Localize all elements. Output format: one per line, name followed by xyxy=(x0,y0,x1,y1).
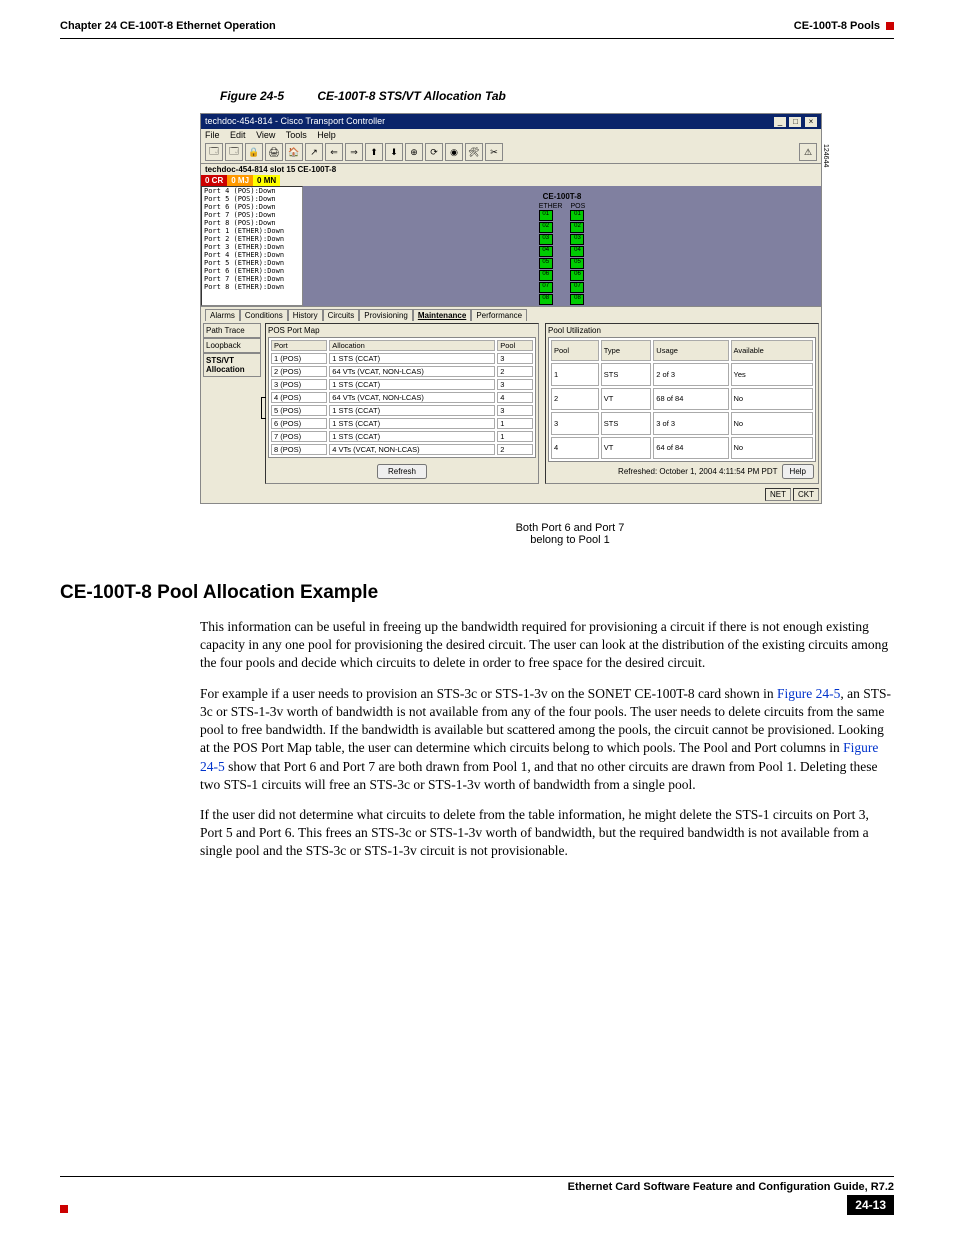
paragraph-1: This information can be useful in freein… xyxy=(200,618,894,673)
page-number: 24-13 xyxy=(847,1195,894,1215)
ether-port[interactable]: 03 xyxy=(539,234,553,245)
toolbar-btn[interactable]: ⟳ xyxy=(425,143,443,161)
toolbar-btn[interactable]: ◉ xyxy=(445,143,463,161)
ether-port[interactable]: 05 xyxy=(539,258,553,269)
table-row[interactable]: 5 (POS)1 STS (CCAT)3 xyxy=(271,405,533,416)
pos-port[interactable]: 04 xyxy=(570,246,584,257)
pos-port[interactable]: 08 xyxy=(570,294,584,305)
section-heading: CE-100T-8 Pool Allocation Example xyxy=(60,582,894,604)
toolbar-btn[interactable]: ⇐ xyxy=(325,143,343,161)
tab-conditions[interactable]: Conditions xyxy=(240,309,288,321)
breadcrumb: techdoc-454-814 slot 15 CE-100T-8 xyxy=(201,164,821,175)
tab-maintenance[interactable]: Maintenance xyxy=(413,309,471,321)
toolbar-btn[interactable]: 🗔 xyxy=(205,143,223,161)
tab-history[interactable]: History xyxy=(288,309,323,321)
pos-port[interactable]: 05 xyxy=(570,258,584,269)
toolbar-btn[interactable]: 🖨 xyxy=(265,143,283,161)
ether-port[interactable]: 06 xyxy=(539,270,553,281)
menu-view[interactable]: View xyxy=(256,130,275,140)
table-row[interactable]: 1STS2 of 3Yes xyxy=(551,363,813,385)
menu-tools[interactable]: Tools xyxy=(286,130,307,140)
refresh-timestamp: Refreshed: October 1, 2004 4:11:54 PM PD… xyxy=(618,467,778,476)
tab-provisioning[interactable]: Provisioning xyxy=(359,309,413,321)
ether-port[interactable]: 01 xyxy=(539,210,553,221)
paragraph-2: For example if a user needs to provision… xyxy=(200,685,894,794)
pos-port[interactable]: 03 xyxy=(570,234,584,245)
table-row[interactable]: 3STS3 of 3No xyxy=(551,412,813,434)
menu-edit[interactable]: Edit xyxy=(230,130,246,140)
toolbar-btn[interactable]: 🔒 xyxy=(245,143,263,161)
toolbar-btn[interactable]: ✂ xyxy=(485,143,503,161)
callout-bracket xyxy=(261,397,266,419)
toolbar-btn[interactable]: ⬇ xyxy=(385,143,403,161)
table-row[interactable]: 4 (POS)64 VTs (VCAT, NON-LCAS)4 xyxy=(271,392,533,403)
pos-port-map-table: Port Allocation Pool 1 (POS)1 STS (CCAT)… xyxy=(268,337,536,458)
maximize-button[interactable]: □ xyxy=(789,117,801,127)
pos-port-map-title: POS Port Map xyxy=(268,326,536,335)
pool-utilization-table: Pool Type Usage Available 1STS2 of 3Yes2… xyxy=(548,337,816,462)
figure-number: Figure 24-5 xyxy=(220,89,284,103)
chapter-title: Chapter 24 CE-100T-8 Ethernet Operation xyxy=(60,20,276,32)
toolbar-btn[interactable]: 🏠 xyxy=(285,143,303,161)
header-marker xyxy=(886,22,894,30)
menubar: File Edit View Tools Help xyxy=(201,129,821,141)
toolbar-btn[interactable]: 🛠 xyxy=(465,143,483,161)
port-list[interactable]: Port 4 (POS):Down Port 5 (POS):Down Port… xyxy=(201,186,303,306)
pool-utilization-title: Pool Utilization xyxy=(548,326,816,335)
ether-port[interactable]: 04 xyxy=(539,246,553,257)
toolbar: 🗔 🗔 🔒 🖨 🏠 ↗ ⇐ ⇒ ⬆ ⬇ ⊕ ⟳ ◉ 🛠 ✂ ⚠ xyxy=(201,141,821,164)
table-row[interactable]: 3 (POS)1 STS (CCAT)3 xyxy=(271,379,533,390)
tab-alarms[interactable]: Alarms xyxy=(205,309,240,321)
toolbar-btn[interactable]: 🗔 xyxy=(225,143,243,161)
subtab-sts-vt-allocation[interactable]: STS/VT Allocation xyxy=(203,353,261,377)
pos-port[interactable]: 07 xyxy=(570,282,584,293)
help-button[interactable]: Help xyxy=(782,464,814,479)
tab-performance[interactable]: Performance xyxy=(471,309,527,321)
subtab-loopback[interactable]: Loopback xyxy=(203,338,261,353)
pos-port[interactable]: 01 xyxy=(570,210,584,221)
table-row[interactable]: 6 (POS)1 STS (CCAT)1 xyxy=(271,418,533,429)
pos-port[interactable]: 02 xyxy=(570,222,584,233)
status-net: NET xyxy=(765,488,791,501)
ether-port[interactable]: 02 xyxy=(539,222,553,233)
figure-title: CE-100T-8 STS/VT Allocation Tab xyxy=(317,89,505,103)
figure-link[interactable]: Figure 24-5 xyxy=(777,686,840,701)
footer-marker xyxy=(60,1205,68,1213)
ether-port[interactable]: 08 xyxy=(539,294,553,305)
pos-port[interactable]: 06 xyxy=(570,270,584,281)
figure-id: 124644 xyxy=(822,144,829,167)
table-row[interactable]: 2 (POS)64 VTs (VCAT, NON-LCAS)2 xyxy=(271,366,533,377)
ether-port[interactable]: 07 xyxy=(539,282,553,293)
document-title: Ethernet Card Software Feature and Confi… xyxy=(568,1181,894,1193)
toolbar-btn[interactable]: ⇒ xyxy=(345,143,363,161)
screenshot-window: techdoc-454-814 - Cisco Transport Contro… xyxy=(200,113,822,504)
figure-callout: Both Port 6 and Port 7 belong to Pool 1 xyxy=(320,522,820,546)
close-button[interactable]: × xyxy=(805,117,817,127)
toolbar-btn[interactable]: ⬆ xyxy=(365,143,383,161)
toolbar-btn[interactable]: ⚠ xyxy=(799,143,817,161)
window-title: techdoc-454-814 - Cisco Transport Contro… xyxy=(205,116,385,127)
refresh-button[interactable]: Refresh xyxy=(377,464,427,479)
toolbar-btn[interactable]: ↗ xyxy=(305,143,323,161)
table-row[interactable]: 4VT64 of 84No xyxy=(551,437,813,460)
toolbar-btn[interactable]: ⊕ xyxy=(405,143,423,161)
module-diagram: CE-100T-8 ETHER 01 02 03 04 05 06 07 08 xyxy=(303,186,821,306)
subtab-path-trace[interactable]: Path Trace xyxy=(203,323,261,338)
status-ckt: CKT xyxy=(793,488,819,501)
tab-circuits[interactable]: Circuits xyxy=(323,309,360,321)
table-row[interactable]: 8 (POS)4 VTs (VCAT, NON-LCAS)2 xyxy=(271,444,533,455)
menu-help[interactable]: Help xyxy=(317,130,336,140)
menu-file[interactable]: File xyxy=(205,130,220,140)
table-row[interactable]: 7 (POS)1 STS (CCAT)1 xyxy=(271,431,533,442)
section-header: CE-100T-8 Pools xyxy=(794,20,894,32)
main-tabs: AlarmsConditionsHistoryCircuitsProvision… xyxy=(201,306,821,321)
alarm-mn: 0 MN xyxy=(253,175,280,186)
alarm-cr: 0 CR xyxy=(201,175,227,186)
table-row[interactable]: 1 (POS)1 STS (CCAT)3 xyxy=(271,353,533,364)
paragraph-3: If the user did not determine what circu… xyxy=(200,806,894,861)
alarm-mj: 0 MJ xyxy=(227,175,253,186)
minimize-button[interactable]: _ xyxy=(774,117,786,127)
table-row[interactable]: 2VT68 of 84No xyxy=(551,388,813,410)
